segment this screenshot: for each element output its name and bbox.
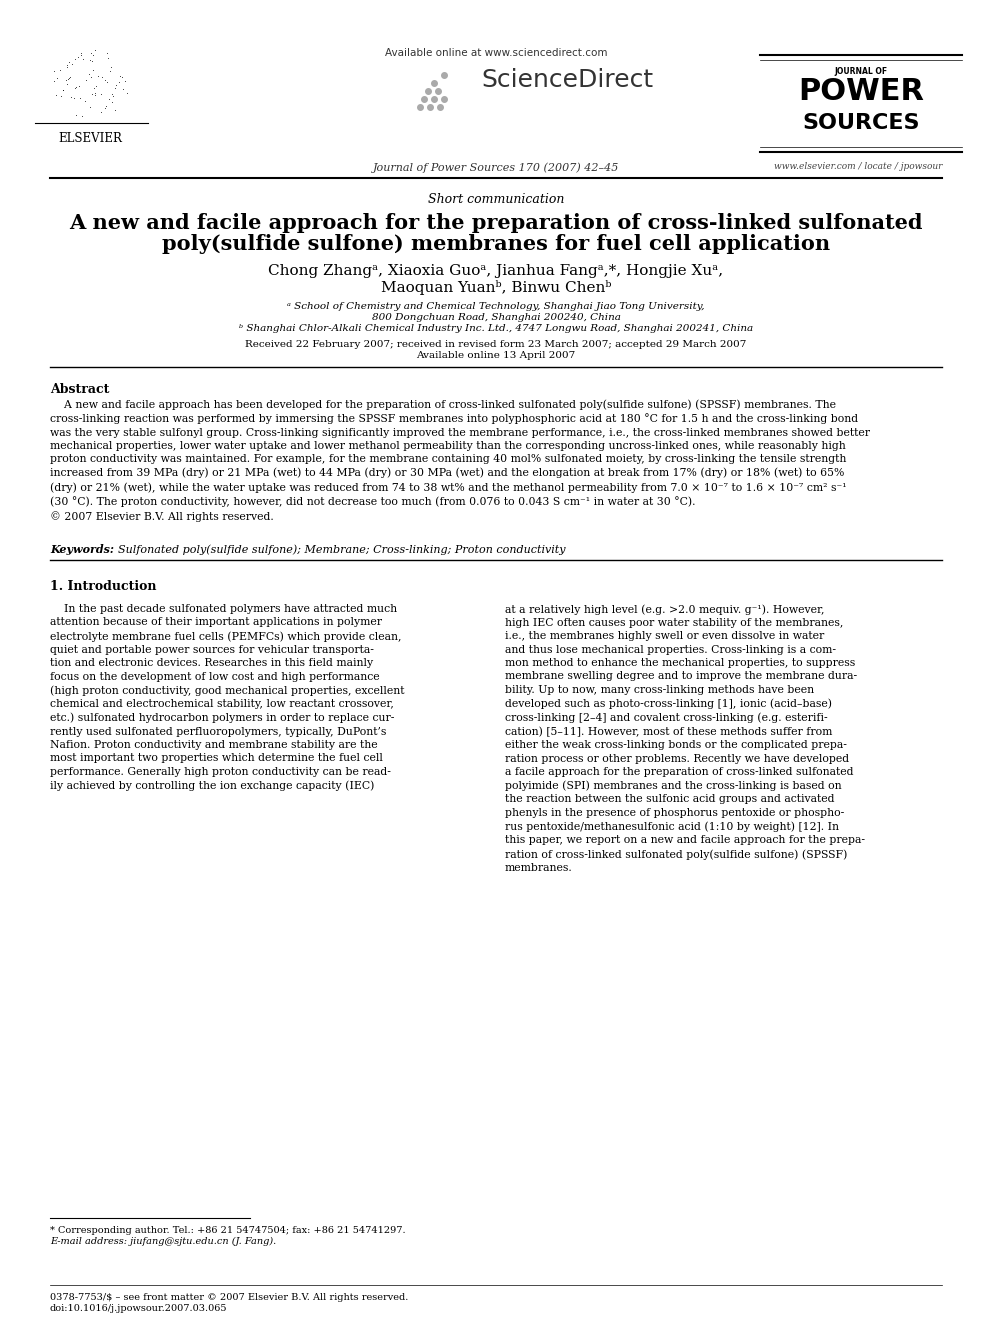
Text: ELSEVIER: ELSEVIER: [59, 132, 122, 146]
Text: Sulfonated poly(sulfide sulfone); Membrane; Cross-linking; Proton conductivity: Sulfonated poly(sulfide sulfone); Membra…: [118, 544, 565, 554]
Text: 800 Dongchuan Road, Shanghai 200240, China: 800 Dongchuan Road, Shanghai 200240, Chi…: [372, 314, 620, 321]
Text: * Corresponding author. Tel.: +86 21 54747504; fax: +86 21 54741297.: * Corresponding author. Tel.: +86 21 547…: [50, 1226, 406, 1234]
Text: In the past decade sulfonated polymers have attracted much
attention because of : In the past decade sulfonated polymers h…: [50, 605, 405, 791]
Text: Keywords:: Keywords:: [50, 544, 114, 556]
Text: Short communication: Short communication: [428, 193, 564, 206]
Text: 0378-7753/$ – see front matter © 2007 Elsevier B.V. All rights reserved.: 0378-7753/$ – see front matter © 2007 El…: [50, 1293, 409, 1302]
Text: Available online 13 April 2007: Available online 13 April 2007: [417, 351, 575, 360]
Text: Available online at www.sciencedirect.com: Available online at www.sciencedirect.co…: [385, 48, 607, 58]
Text: ᵃ School of Chemistry and Chemical Technology, Shanghai Jiao Tong University,: ᵃ School of Chemistry and Chemical Techn…: [288, 302, 704, 311]
Text: Maoquan Yuanᵇ, Binwu Chenᵇ: Maoquan Yuanᵇ, Binwu Chenᵇ: [381, 280, 611, 295]
Text: JOURNAL OF: JOURNAL OF: [834, 67, 888, 75]
Text: doi:10.1016/j.jpowsour.2007.03.065: doi:10.1016/j.jpowsour.2007.03.065: [50, 1304, 227, 1312]
Text: POWER: POWER: [798, 77, 924, 106]
Text: A new and facile approach for the preparation of cross-linked sulfonated: A new and facile approach for the prepar…: [69, 213, 923, 233]
Text: Abstract: Abstract: [50, 382, 109, 396]
Text: at a relatively high level (e.g. >2.0 mequiv. g⁻¹). However,
high IEC often caus: at a relatively high level (e.g. >2.0 me…: [505, 605, 865, 873]
Text: E-mail address: jiufang@sjtu.edu.cn (J. Fang).: E-mail address: jiufang@sjtu.edu.cn (J. …: [50, 1237, 276, 1246]
Text: SOURCES: SOURCES: [803, 112, 920, 134]
Text: ᵇ Shanghai Chlor-Alkali Chemical Industry Inc. Ltd., 4747 Longwu Road, Shanghai : ᵇ Shanghai Chlor-Alkali Chemical Industr…: [239, 324, 753, 333]
Text: 1. Introduction: 1. Introduction: [50, 579, 157, 593]
Text: www.elsevier.com / locate / jpowsour: www.elsevier.com / locate / jpowsour: [774, 161, 942, 171]
Text: ScienceDirect: ScienceDirect: [481, 67, 653, 93]
Text: Journal of Power Sources 170 (2007) 42–45: Journal of Power Sources 170 (2007) 42–4…: [373, 161, 619, 172]
Text: poly(sulfide sulfone) membranes for fuel cell application: poly(sulfide sulfone) membranes for fuel…: [162, 234, 830, 254]
Text: Received 22 February 2007; received in revised form 23 March 2007; accepted 29 M: Received 22 February 2007; received in r…: [245, 340, 747, 349]
Text: A new and facile approach has been developed for the preparation of cross-linked: A new and facile approach has been devel…: [50, 400, 870, 521]
Text: Chong Zhangᵃ, Xiaoxia Guoᵃ, Jianhua Fangᵃ,*, Hongjie Xuᵃ,: Chong Zhangᵃ, Xiaoxia Guoᵃ, Jianhua Fang…: [269, 265, 723, 278]
